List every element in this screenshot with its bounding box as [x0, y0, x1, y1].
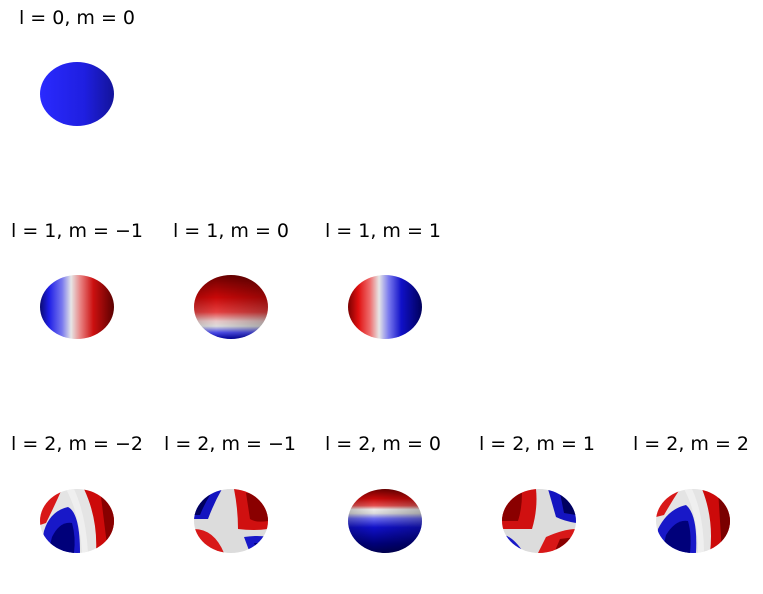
sphere-l2-m0	[348, 489, 422, 553]
panel-title-l1-m1: l = 1, m = 1	[324, 220, 442, 242]
sphere-l2-m0-graphic	[348, 489, 422, 553]
panel-title-l2-m1: l = 2, m = 1	[478, 433, 596, 455]
sphere-l0-m0	[40, 62, 114, 126]
sphere-l2-m2	[656, 489, 730, 553]
sphere-l2-m1-graphic	[502, 489, 576, 553]
sphere-l1-m1	[348, 275, 422, 339]
sphere-l0-m0-graphic	[40, 62, 114, 126]
panel-title-l2-m2: l = 2, m = 2	[632, 433, 750, 455]
sphere-l2-mneg1-graphic	[194, 489, 268, 553]
panel-title-l1-m0: l = 1, m = 0	[172, 220, 290, 242]
sphere-l2-mneg1	[194, 489, 268, 553]
panel-title-l1-mneg1: l = 1, m = −1	[11, 220, 143, 242]
sphere-l2-m1	[502, 489, 576, 553]
sphere-l1-mneg1	[40, 275, 114, 339]
sphere-l1-mneg1-graphic	[40, 275, 114, 339]
sphere-l2-mneg2	[40, 489, 114, 553]
sphere-l1-m0-graphic	[194, 275, 268, 339]
panel-title-l2-mneg1: l = 2, m = −1	[164, 433, 296, 455]
sphere-l1-m0	[194, 275, 268, 339]
panel-title-l0-m0: l = 0, m = 0	[18, 7, 136, 29]
sphere-l2-mneg2-graphic	[40, 489, 114, 553]
panel-title-l2-mneg2: l = 2, m = −2	[11, 433, 143, 455]
sphere-l2-m2-graphic	[656, 489, 730, 553]
panel-title-l2-m0: l = 2, m = 0	[324, 433, 442, 455]
sphere-l1-m1-graphic	[348, 275, 422, 339]
